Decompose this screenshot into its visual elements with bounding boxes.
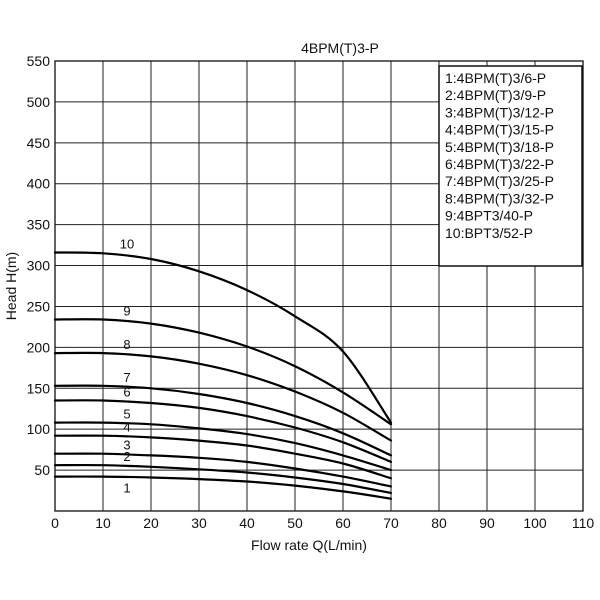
legend-entry: 7:4BPM(T)3/25-P [445,173,554,189]
x-tick-label: 100 [523,515,547,531]
legend-box [438,65,583,267]
y-tick-label: 50 [34,462,50,478]
y-tick-label: 250 [27,298,51,314]
x-axis-ticks: 0 10 20 30 40 50 60 70 80 90 100 110 [51,515,594,531]
x-tick-label: 40 [239,515,255,531]
curve-label-3: 3 [123,438,130,453]
y-tick-label: 550 [27,53,51,69]
y-tick-label: 100 [27,421,51,437]
curve-label-10: 10 [120,236,134,251]
curve-label-1: 1 [123,481,130,496]
plot-frame [54,60,584,512]
curve-1 [53,475,393,500]
curve-4 [53,434,393,480]
legend: 1:4BPM(T)3/6-P2:4BPM(T)3/9-P3:4BPM(T)3/1… [438,65,583,267]
y-tick-label: 450 [27,135,51,151]
curve-10 [53,251,393,424]
y-tick-label: 200 [27,339,51,355]
curve-label-9: 9 [123,304,130,319]
curve-label-7: 7 [123,370,130,385]
x-tick-label: 90 [479,515,495,531]
x-tick-label: 80 [431,515,447,531]
x-tick-label: 10 [95,515,111,531]
x-tick-label: 110 [572,515,595,531]
y-tick-label: 350 [27,217,51,233]
legend-entry: 10:BPT3/52-P [445,225,533,241]
legend-entry: 3:4BPM(T)3/12-P [445,104,554,120]
curve-9 [53,318,393,426]
curve-6 [53,399,393,463]
legend-entry: 8:4BPM(T)3/32-P [445,190,554,206]
curve-label-6: 6 [123,385,130,400]
curve-label-2: 2 [123,449,130,464]
curve-3 [53,452,393,488]
curve-label-5: 5 [123,407,130,422]
y-tick-label: 500 [27,94,51,110]
legend-entry: 1:4BPM(T)3/6-P [445,70,546,86]
legend-entry: 5:4BPM(T)3/18-P [445,139,554,155]
y-tick-label: 400 [27,176,51,192]
x-axis-label: Flow rate Q(L/min) [251,537,367,553]
curve-2 [53,463,393,495]
curve-7 [53,384,393,457]
legend-entry: 6:4BPM(T)3/22-P [445,156,554,172]
curve-label-8: 8 [123,337,130,352]
y-tick-label: 150 [27,380,51,396]
x-tick-label: 70 [383,515,399,531]
y-tick-label: 300 [27,258,51,274]
curve-8 [53,351,393,442]
x-tick-label: 60 [335,515,351,531]
legend-entry: 4:4BPM(T)3/15-P [445,122,554,138]
curve-label-4: 4 [123,420,130,435]
legend-entry: 2:4BPM(T)3/9-P [445,87,546,103]
curve-5 [53,421,393,472]
y-axis-label: Head H(m) [3,252,19,320]
y-axis-ticks: 50 100 150 200 250 300 350 400 450 500 550 [27,53,51,478]
x-tick-label: 0 [51,515,59,531]
chart-title: 4BPM(T)3-P [301,40,379,56]
x-tick-label: 50 [287,515,303,531]
legend-entry: 9:4BPT3/40-P [445,208,533,224]
curves [53,251,393,500]
x-tick-label: 20 [143,515,159,531]
x-tick-label: 30 [191,515,207,531]
